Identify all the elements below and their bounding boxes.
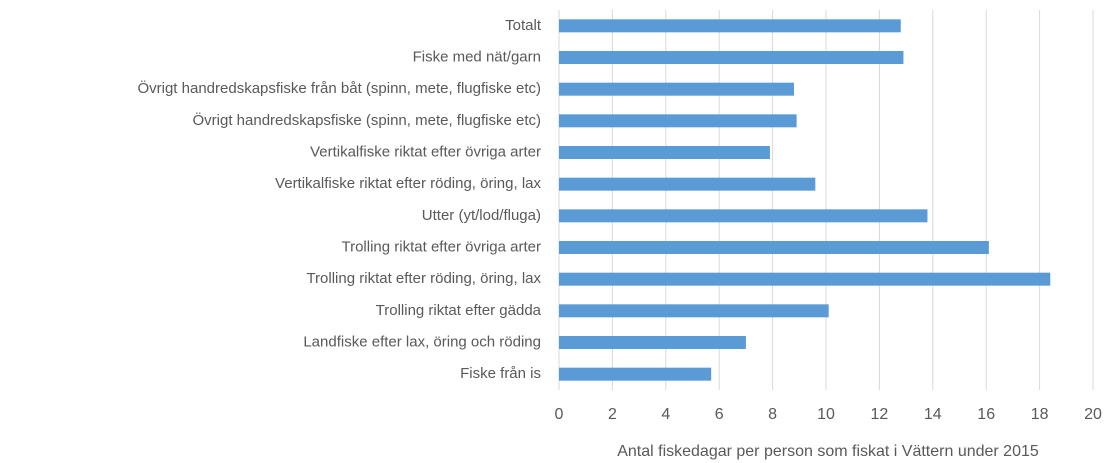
x-tick-label: 2 [608,406,617,423]
x-tick-label: 0 [555,406,564,423]
x-tick-label: 10 [817,406,835,423]
y-tick-label: Trolling riktat efter röding, öring, lax [306,270,541,287]
x-tick-label: 18 [1031,406,1049,423]
bar [559,114,797,128]
y-tick-label: Utter (yt/lod/fluga) [422,207,541,224]
y-tick-label: Vertikalfiske riktat efter röding, öring… [275,175,541,192]
x-axis-title: Antal fiskedagar per person som fiskat i… [617,443,1039,460]
x-tick-label: 14 [924,406,942,423]
y-tick-label: Fiske med nät/garn [413,48,541,65]
bar [559,82,794,96]
y-tick-label: Övrigt handredskapsfiske från båt (spinn… [137,79,541,97]
bar [559,304,829,318]
y-tick-label: Totalt [505,17,542,34]
y-tick-label: Trolling riktat efter gädda [376,302,542,319]
x-tick-label: 16 [977,406,995,423]
x-tick-label: 4 [661,406,670,423]
y-tick-label: Fiske från is [460,365,541,382]
bar [559,241,989,254]
bar [559,209,928,223]
bar [559,51,904,64]
x-tick-label: 12 [871,406,889,423]
bar [559,272,1051,286]
bar [559,177,816,191]
x-tick-label: 8 [768,406,777,423]
y-tick-label: Trolling riktat efter övriga arter [341,238,541,255]
bar [559,336,746,349]
x-tick-label: 20 [1084,406,1102,423]
bar [559,367,712,381]
y-tick-label: Landfiske efter lax, öring och röding [303,333,541,350]
y-tick-label: Vertikalfiske riktat efter övriga arter [310,143,541,160]
bar [559,146,770,159]
bar [559,19,901,33]
x-tick-label: 6 [715,406,724,423]
y-tick-label: Övrigt handredskapsfiske (spinn, mete, f… [193,111,542,129]
